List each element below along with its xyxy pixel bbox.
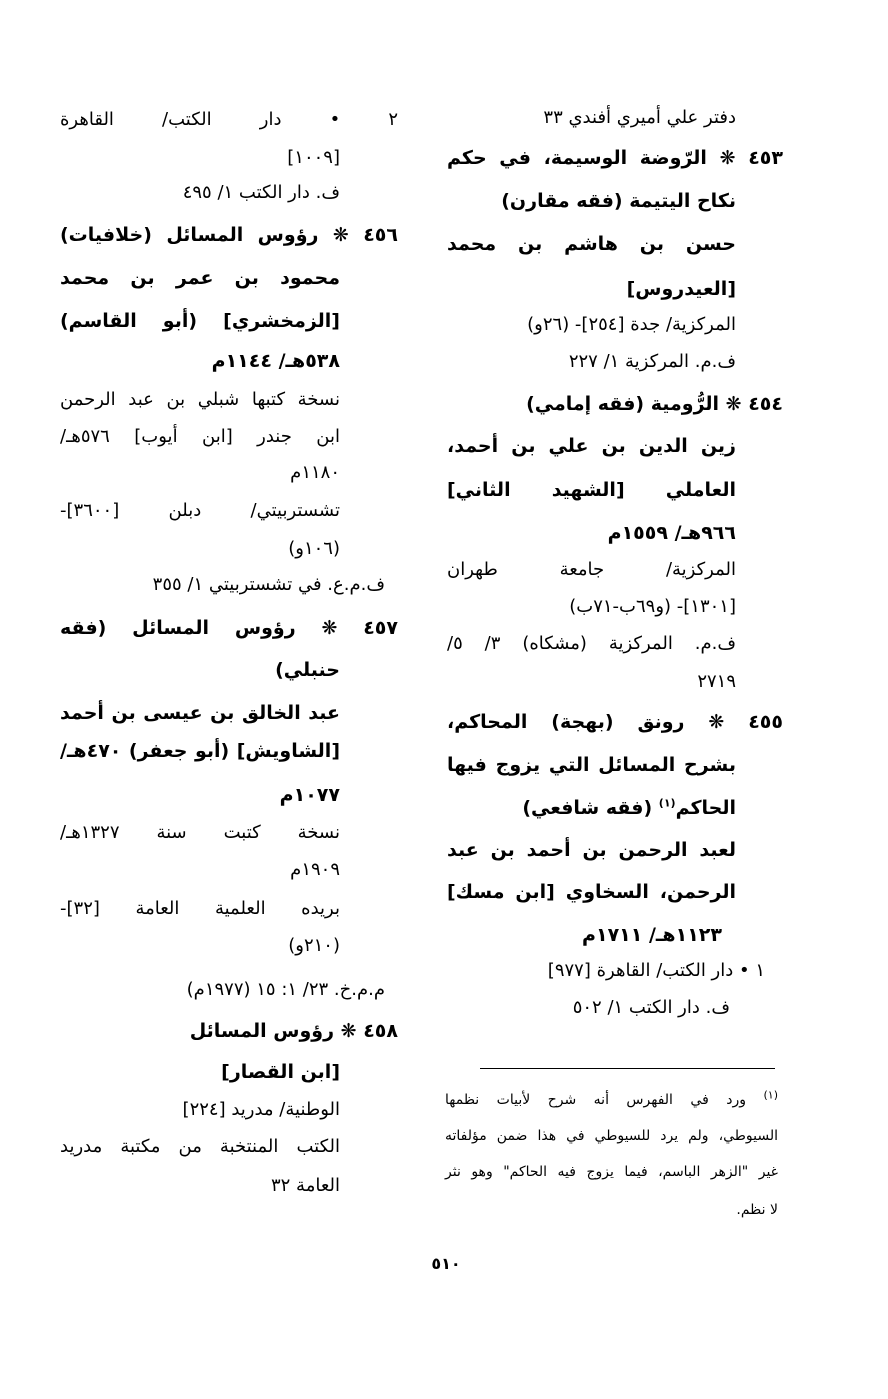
entry-heading-line: عبد الخالق بن عيسى بن أحمد	[60, 702, 340, 724]
entry-text-line: ف.م.ع. في تشستربيتي ١/ ٣٥٥	[152, 574, 385, 595]
page-number: ٥١٠	[431, 1254, 461, 1273]
entry-text-line: ف. دار الكتب ١/ ٤٩٥	[182, 182, 340, 203]
footnote-line: لا نظم.	[736, 1202, 778, 1218]
entry-text-line: ١٩٠٩م	[290, 859, 340, 880]
entry-text-line: (١٠٦و)	[288, 538, 340, 559]
entry-heading-line: بشرح المسائل التي يزوج فيها	[447, 754, 736, 776]
entry-heading-line: محمود بن عمر بن محمد	[60, 267, 340, 289]
entry-heading-line: ١٠٧٧م	[279, 784, 340, 806]
entry-heading-line: نكاح اليتيمة (فقه مقارن)	[501, 190, 736, 212]
entry-heading-line: ٩٦٦هـ/ ١٥٥٩م	[607, 522, 736, 544]
entry-text-line: ف.م. المركزية (مشكاه) ٣/ ٥/	[447, 633, 736, 654]
entry-text-line: الكتب المنتخبة من مكتبة مدريد	[60, 1136, 340, 1157]
entry-text-line: [١٣٠١]- (و٦٩ب-٧١ب)	[569, 596, 736, 617]
entry-text-line: الوطنية/ مدريد [٢٢٤]	[182, 1099, 340, 1120]
entry-heading-line: ٤٥٥ ❋ رونق (بهجة) المحاكم،	[447, 711, 783, 733]
entry-text-line: ف. دار الكتب ١/ ٥٠٢	[572, 997, 730, 1018]
footnote-line: غير "الزهر الباسم، فيما يزوج فيه الحاكم"…	[445, 1164, 778, 1180]
entry-text-line: المركزية/ جدة [٢٥٤]- (٢٦و)	[527, 314, 736, 335]
entry-text-line: العامة ٣٢	[270, 1175, 340, 1196]
entry-heading-line: ٥٣٨هـ/ ١١٤٤م	[211, 350, 340, 372]
entry-heading-line: ٤٥٦ ❋ رؤوس المسائل (خلافيات)	[60, 224, 398, 246]
entry-text-line: المركزية/ جامعة طهران	[447, 559, 736, 580]
entry-text-line: (٢١٠و)	[288, 935, 340, 956]
entry-heading-line: الرحمن، السخاوي [ابن مسك]	[447, 881, 736, 903]
entry-text-line: ١ • دار الكتب/ القاهرة [٩٧٧]	[547, 960, 765, 981]
entry-text-line: بريده العلمية العامة [٣٢]-	[60, 898, 340, 919]
footnote-line: السيوطي، ولم يرد للسيوطي في هذا ضمن مؤلف…	[445, 1128, 778, 1144]
entry-heading-line: ٤٥٨ ❋ رؤوس المسائل	[189, 1020, 398, 1042]
entry-text-line: م.م.خ. ٢٣/ ١: ١٥ (١٩٧٧م)	[186, 979, 385, 1000]
entry-heading-line: حسن بن هاشم بن محمد	[447, 233, 736, 255]
entry-heading-line: زين الدين بن علي بن أحمد،	[447, 435, 736, 457]
entry-text-line: [١٠٠٩]	[287, 147, 340, 168]
entry-heading-line: [ابن القصار]	[221, 1061, 340, 1083]
entry-text-line: تشستربيتي/ دبلن [٣٦٠٠]-	[60, 500, 340, 521]
entry-heading-line: ١١٢٣هـ/ ١٧١١م	[582, 924, 722, 946]
entry-text-line: ابن جندر [ابن أيوب] ٥٧٦هـ/	[60, 426, 340, 447]
entry-heading-line: ٤٥٧ ❋ رؤوس المسائل (فقه	[60, 617, 398, 639]
entry-text-line: نسخة كتبت سنة ١٣٢٧هـ/	[60, 822, 340, 843]
entry-heading-line: ٤٥٤ ❋ الرُّومية (فقه إمامي)	[526, 393, 783, 415]
footnote-line: (١) ورد في الفهرس أنه شرح لأبيات نظمها	[445, 1088, 778, 1108]
entry-text-line: ف.م. المركزية ١/ ٢٢٧	[568, 351, 736, 372]
entry-heading-line: لعبد الرحمن بن أحمد بن عبد	[447, 839, 736, 861]
footnote-reference: (١)	[658, 796, 676, 810]
entry-heading-line: [الشاويش] (أبو جعفر) ٤٧٠هـ/	[60, 740, 340, 762]
entry-text-line: ٢ • دار الكتب/ القاهرة	[60, 109, 398, 130]
entry-text-line: ١١٨٠م	[290, 462, 340, 483]
entry-text-line: نسخة كتبها شبلي بن عبد الرحمن	[60, 389, 340, 410]
entry-heading-line: [الزمخشري] (أبو القاسم)	[60, 310, 340, 332]
entry-text-line: ٢٧١٩	[697, 671, 736, 692]
entry-heading-line: ٤٥٣ ❋ الرّوضة الوسيمة، في حكم	[447, 147, 783, 169]
entry-heading-line: حنبلي)	[275, 659, 340, 681]
entry-heading-line: العاملي [الشهيد الثاني]	[447, 479, 736, 501]
entry-text-line: دفتر علي أميري أفندي ٣٣	[543, 107, 736, 128]
footnote-reference: (١)	[763, 1088, 778, 1102]
entry-heading-line: الحاكم(١) (فقه شافعي)	[522, 796, 736, 819]
footnote-divider	[480, 1068, 775, 1069]
entry-heading-line: [العيدروس]	[626, 278, 736, 300]
